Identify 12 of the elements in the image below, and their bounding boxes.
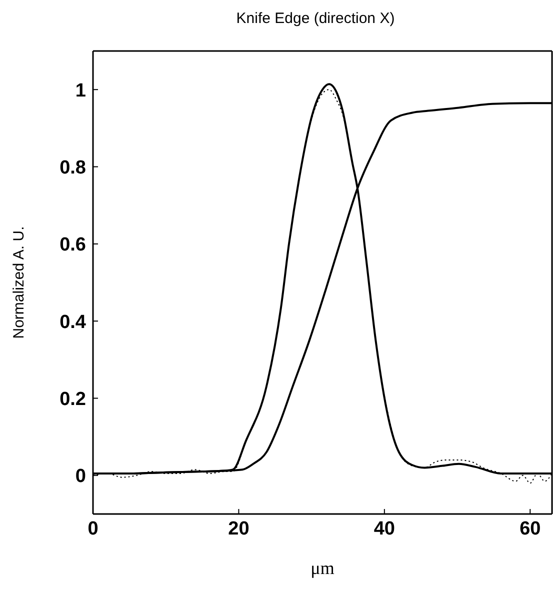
x-tick-label: 40 <box>374 518 395 540</box>
y-tick-label: 1 <box>75 80 86 102</box>
x-axis-title: μm <box>310 558 334 578</box>
x-tick-label: 60 <box>520 518 541 540</box>
y-tick-label: 0.4 <box>60 312 86 333</box>
y-tick-label: 0.6 <box>60 234 86 256</box>
y-tick-label: 0.2 <box>60 388 86 410</box>
x-tick-label: 20 <box>228 518 250 540</box>
y-axis-title: Normalized A. U. <box>10 226 28 339</box>
y-tick-label: 0 <box>75 466 86 488</box>
chart-title: Knife Edge (direction X) <box>235 9 396 29</box>
y-tick-label: 0.8 <box>60 157 86 178</box>
